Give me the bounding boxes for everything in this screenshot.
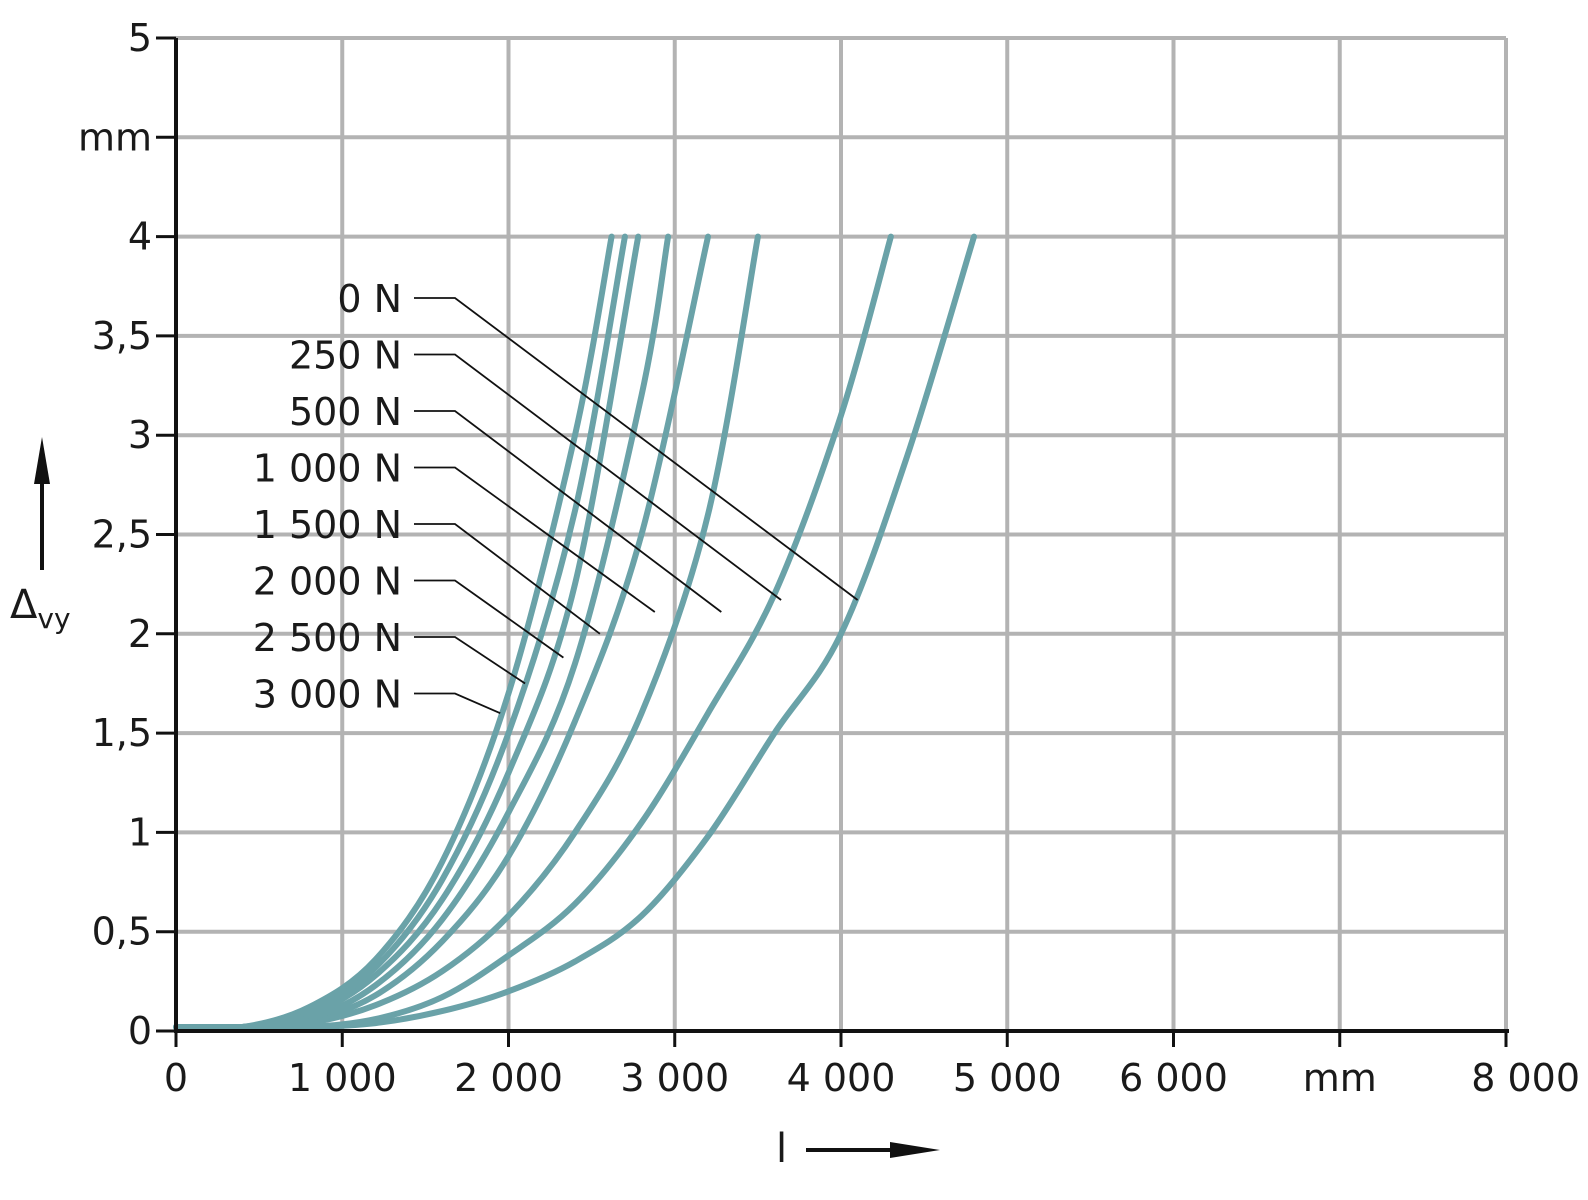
legend: 0 N 250 N 500 N 1 000 N 1 500 N 2 000 N 2 500 … (253, 277, 859, 717)
legend-leader-5 (414, 579, 564, 659)
legend-leader-4 (414, 523, 601, 635)
x-tick-label-4: 4 000 (787, 1056, 896, 1100)
legend-label-6: 2 500 N (253, 616, 402, 660)
legend-label-0: 0 N (337, 277, 402, 321)
legend-label-4: 1 500 N (253, 503, 402, 547)
x-axis-arrow-head (890, 1142, 940, 1158)
x-tick-label-2: 2 000 (454, 1056, 563, 1100)
y-tick-label-2: 1 (128, 810, 152, 854)
ticks: 0 0,5 1 1,5 2 2,5 3 3,5 4 mm 5 0 1 000 2 000 3 000 4 00… (78, 16, 1580, 1100)
series-line-7 (173, 233, 615, 1032)
legend-leader-2 (414, 410, 722, 613)
y-tick-label-4: 2 (128, 612, 152, 656)
y-tick-label-3: 1,5 (92, 711, 152, 755)
y-tick-label-0: 0 (128, 1009, 152, 1053)
legend-leader-3 (414, 466, 656, 613)
y-tick-label-1: 0,5 (92, 910, 152, 954)
x-tick-label-7: mm (1303, 1056, 1377, 1100)
y-axis-label: Δvy (10, 582, 71, 635)
x-tick-label-3: 3 000 (620, 1056, 729, 1100)
y-tick-label-6: 3 (128, 413, 152, 457)
y-axis-label-group: Δvy (10, 437, 71, 635)
x-tick-label-6: 6 000 (1119, 1056, 1228, 1100)
legend-leader-0 (414, 297, 859, 601)
x-tick-label-8: 8 000 (1471, 1056, 1580, 1100)
x-tick-label-0: 0 (164, 1056, 188, 1100)
legend-label-2: 500 N (289, 390, 402, 434)
y-tick-label-7: 3,5 (92, 314, 152, 358)
legend-label-5: 2 000 N (253, 560, 402, 604)
x-axis-label: l (776, 1126, 787, 1172)
legend-leader-6 (414, 636, 526, 685)
y-tick-label-9: mm (78, 115, 152, 159)
y-tick-label-8: 4 (128, 215, 152, 259)
y-tick-label-5: 2,5 (92, 513, 152, 557)
x-axis-label-group: l (776, 1126, 940, 1172)
legend-label-7: 3 000 N (253, 673, 402, 717)
y-axis-label-main: Δ (10, 582, 38, 628)
y-axis-arrow-head (34, 437, 50, 484)
y-axis-label-sub: vy (37, 602, 70, 635)
legend-leader-7 (414, 692, 501, 715)
legend-label-3: 1 000 N (253, 447, 402, 491)
x-tick-label-1: 1 000 (288, 1056, 397, 1100)
legend-label-1: 250 N (289, 334, 402, 378)
y-tick-label-10: 5 (128, 16, 152, 60)
series-group (173, 233, 977, 1032)
grid (176, 36, 1508, 1031)
legend-leader-1 (414, 353, 782, 601)
x-tick-label-5: 5 000 (953, 1056, 1062, 1100)
series-line-1 (173, 233, 894, 1031)
